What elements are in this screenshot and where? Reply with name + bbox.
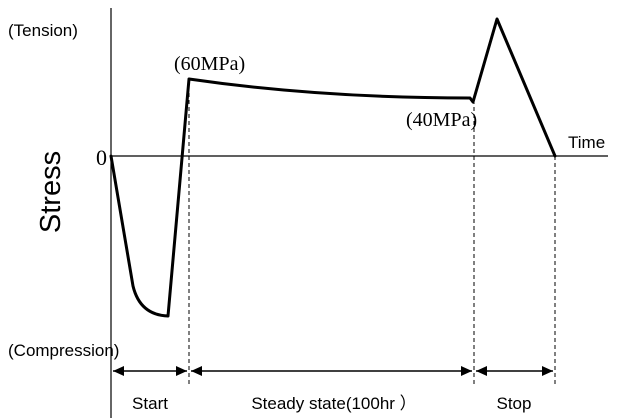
stress-axis-label: Stress (35, 151, 67, 233)
phase-label-steady: Steady state(100hr ） (251, 394, 416, 413)
tension-label: (Tension) (8, 21, 78, 40)
phase-label-start: Start (132, 394, 168, 413)
stress-curve (109, 17, 557, 318)
time-axis-label: Time (568, 133, 605, 152)
zero-label: 0 (96, 145, 107, 170)
peak-end-label: (40MPa) (406, 109, 477, 131)
phase-arrow-start (113, 366, 187, 376)
phase-arrow-steady (191, 366, 472, 376)
phase-arrow-stop (476, 366, 553, 376)
compression-label: (Compression) (8, 341, 119, 360)
peak-start-label: (60MPa) (174, 53, 245, 75)
phase-label-stop: Stop (497, 394, 532, 413)
